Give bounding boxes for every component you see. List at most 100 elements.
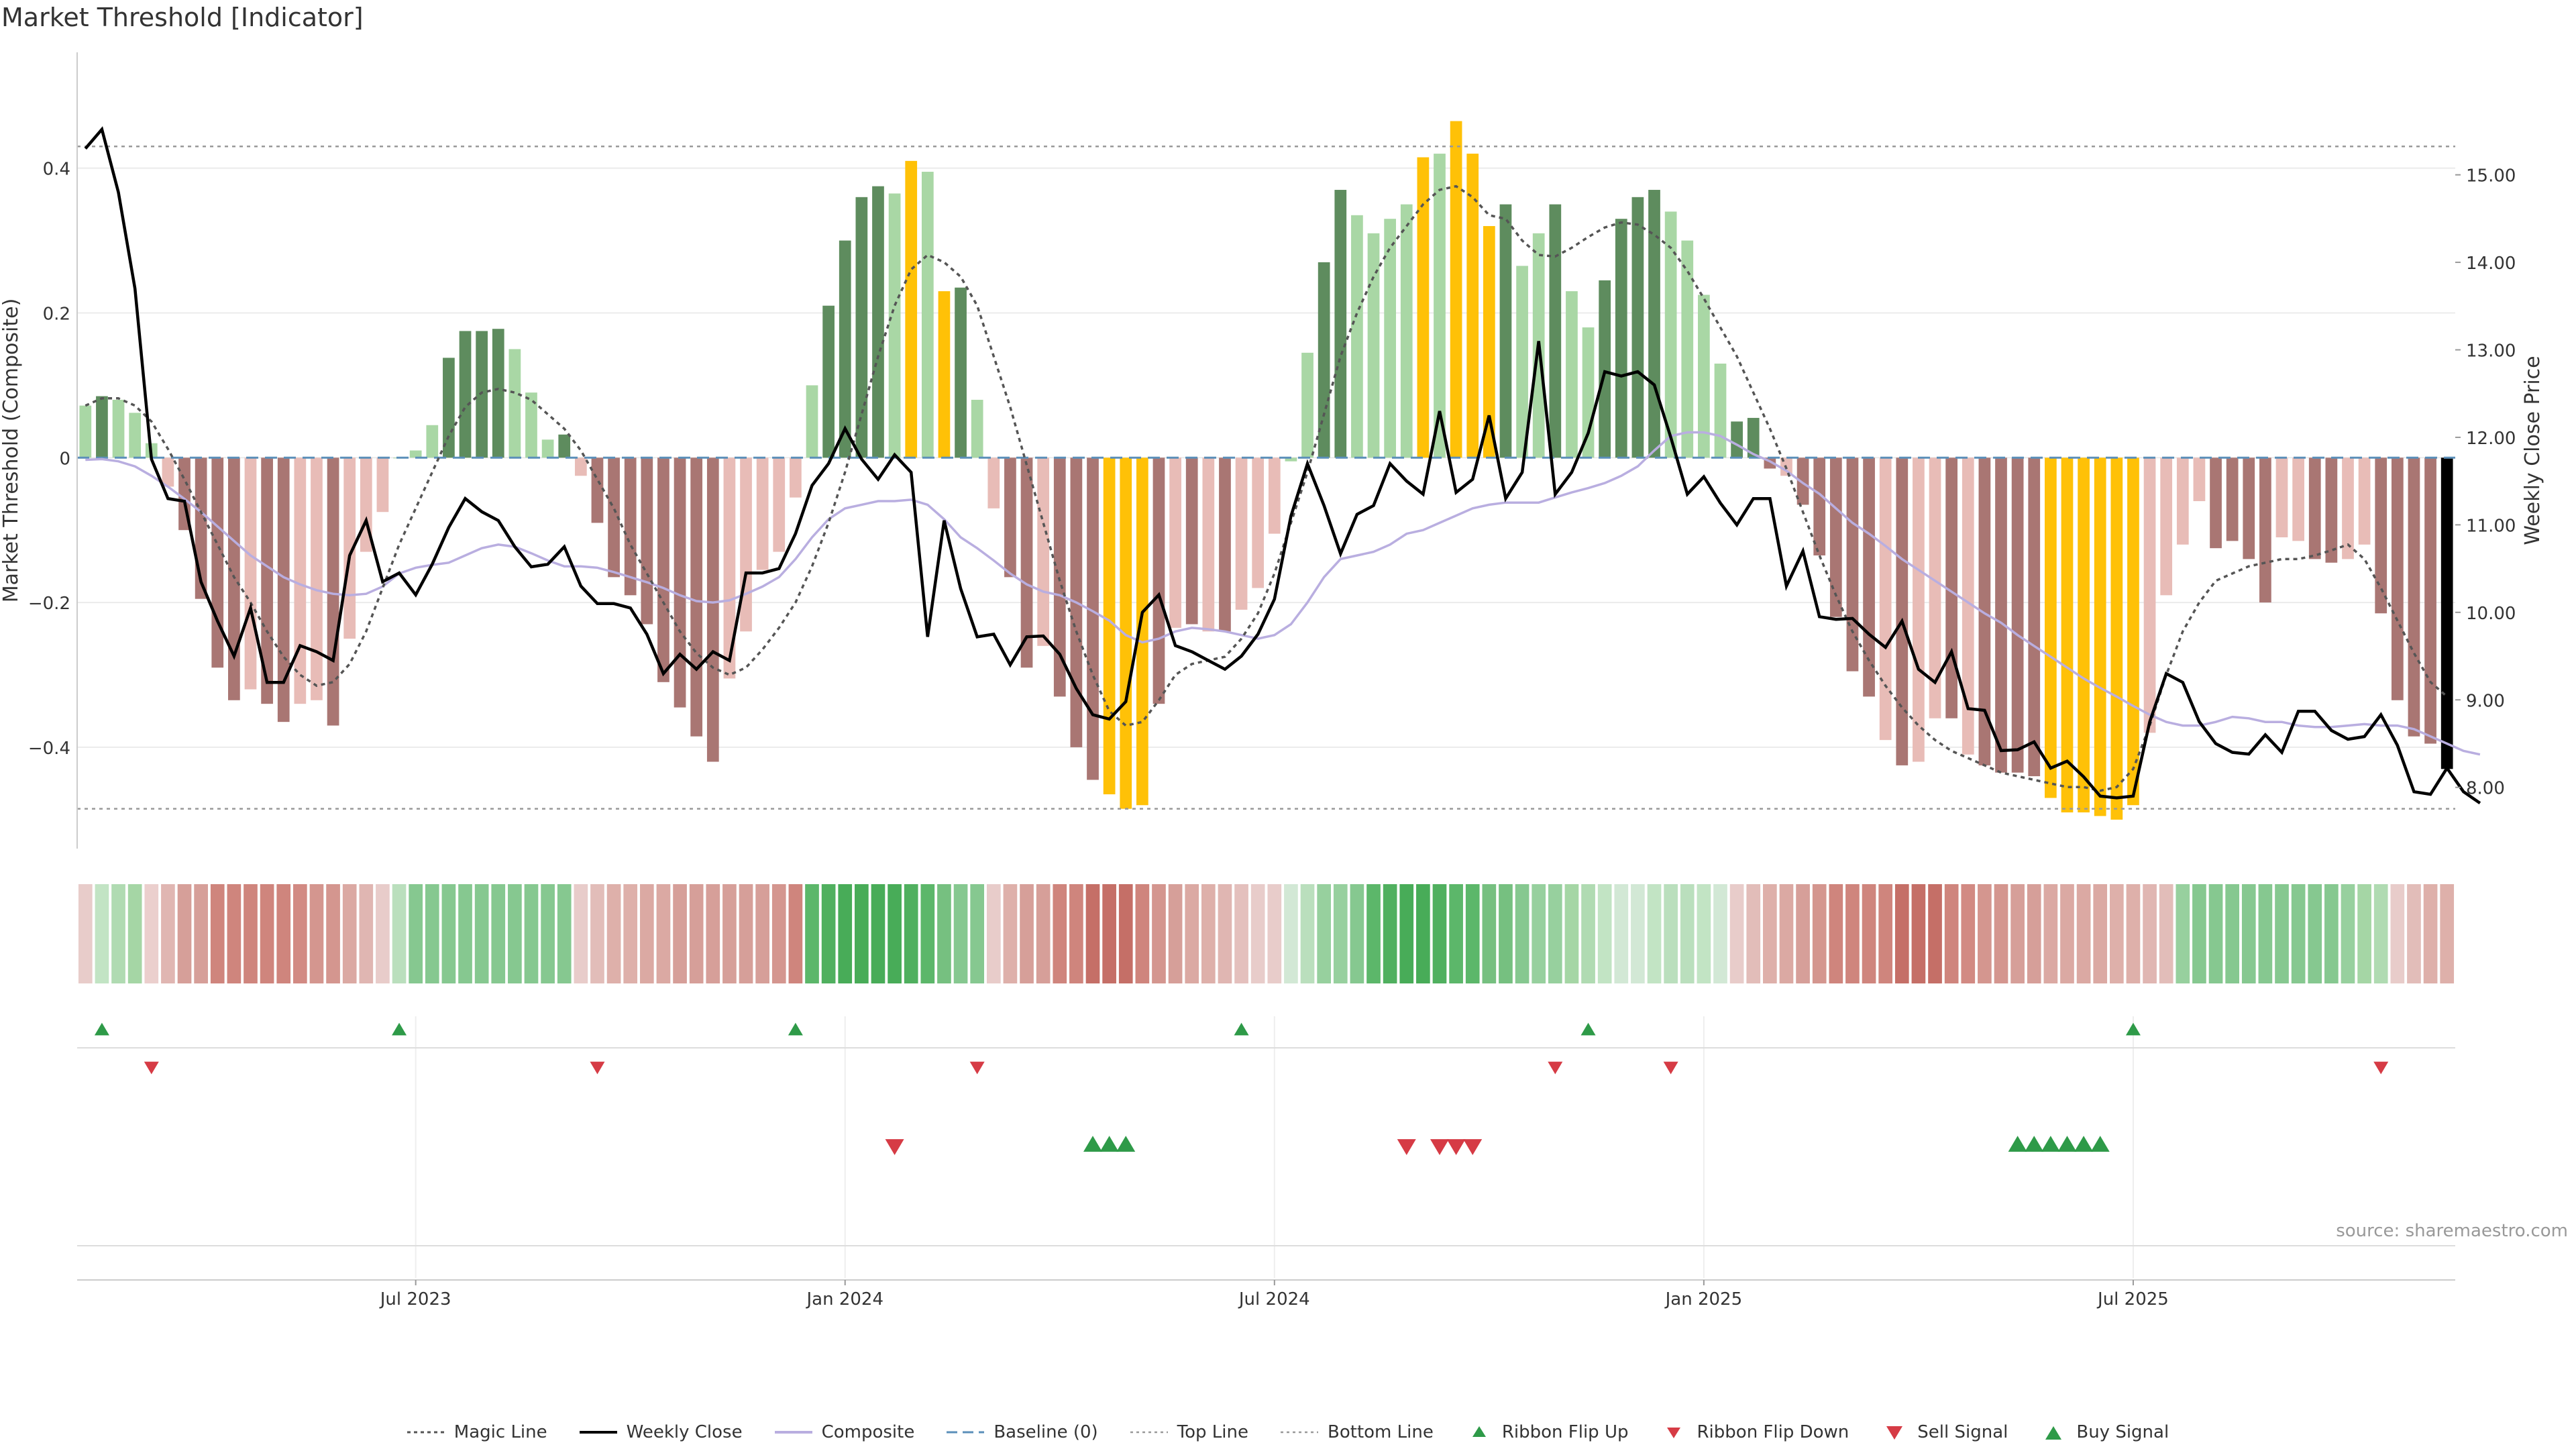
buy-signal-marker <box>2008 1136 2027 1152</box>
ribbon-cell <box>1399 884 1414 983</box>
ribbon-cell <box>855 884 869 983</box>
composite-bar <box>839 240 851 458</box>
ribbon-cell <box>871 884 885 983</box>
composite-bar <box>2094 458 2106 816</box>
legend-swatch-flipup <box>1466 1424 1493 1441</box>
ribbon-cell <box>491 884 506 983</box>
composite-bar <box>690 458 703 737</box>
ribbon-cell <box>276 884 291 983</box>
ribbon-cell <box>2308 884 2322 983</box>
ribbon-cell <box>293 884 307 983</box>
composite-bar <box>1615 219 1627 458</box>
composite-bar <box>1268 458 1281 534</box>
ribbon-cell <box>1862 884 1876 983</box>
ribbon-cell <box>2423 884 2438 983</box>
composite-bar <box>2210 458 2222 549</box>
ribbon-cell <box>1218 884 1232 983</box>
composite-bar <box>1714 364 1727 458</box>
legend-item-baseline: Baseline (0) <box>947 1422 1098 1442</box>
composite-bar <box>443 358 455 458</box>
legend-label: Composite <box>821 1422 915 1442</box>
legend-label: Baseline (0) <box>994 1422 1098 1442</box>
composite-bar <box>2110 458 2123 820</box>
ribbon-cell <box>639 884 654 983</box>
y-tick-label: −0.4 <box>28 739 70 759</box>
y2-tick-label: 11.00 <box>2466 516 2516 536</box>
composite-bar <box>1417 157 1430 458</box>
ribbon-cell <box>177 884 192 983</box>
ribbon-cell <box>2258 884 2273 983</box>
composite-bar <box>2375 458 2387 614</box>
ribbon-cell <box>1350 884 1364 983</box>
y-tick-label: 0.2 <box>43 304 70 324</box>
ribbon-cell <box>1185 884 1199 983</box>
magic-line <box>85 184 2448 792</box>
composite-bar <box>2408 458 2420 737</box>
composite-bar <box>1995 458 2007 773</box>
chart-title: Market Threshold [Indicator] <box>1 3 364 32</box>
composite-bar <box>2440 458 2453 769</box>
composite-bar <box>971 399 983 458</box>
composite-bar <box>641 458 653 625</box>
ribbon-cell <box>2126 884 2141 983</box>
composite-bar <box>1434 154 1446 458</box>
composite-bar <box>657 458 669 682</box>
legend-swatch-magic <box>407 1424 445 1441</box>
ribbon-cell <box>1680 884 1695 983</box>
composite-bar <box>1549 204 1562 458</box>
composite-bar <box>2391 458 2404 700</box>
ribbon-cell <box>1978 884 1992 983</box>
ribbon-cell <box>1878 884 1893 983</box>
ribbon-cell <box>1581 884 1595 983</box>
ribbon-cell <box>2143 884 2157 983</box>
ribbon-cell <box>1152 884 1166 983</box>
ribbon-cell <box>1416 884 1430 983</box>
ribbon-cell <box>557 884 572 983</box>
composite-bar <box>1698 294 1710 458</box>
ribbon-cell <box>590 884 604 983</box>
composite-bar <box>1252 458 1265 588</box>
composite-bar <box>1929 458 1941 718</box>
legend-item-top: Top Line <box>1130 1422 1248 1442</box>
ribbon-cell <box>937 884 951 983</box>
composite-bar <box>1829 458 1842 617</box>
ribbon-cell <box>260 884 274 983</box>
ribbon-flip-up-marker <box>1580 1022 1596 1036</box>
composite-bar <box>1796 458 1809 505</box>
x-tick-label: Jan 2024 <box>805 1289 883 1309</box>
ribbon-cell <box>1284 884 1298 983</box>
composite-bar <box>1747 417 1760 458</box>
ribbon-cell <box>2010 884 2025 983</box>
y2-tick-label: 12.00 <box>2466 429 2516 449</box>
composite-bar <box>624 458 637 596</box>
ribbon-cell <box>574 884 588 983</box>
ribbon-cell <box>227 884 241 983</box>
composite-bar <box>2292 458 2304 541</box>
ribbon-cell <box>1994 884 2008 983</box>
ribbon-cell <box>606 884 621 983</box>
composite-bar <box>1599 280 1611 458</box>
ribbon-cell <box>1829 884 1843 983</box>
ribbon-cell <box>739 884 753 983</box>
ribbon-cell <box>1234 884 1248 983</box>
ribbon-cell <box>524 884 539 983</box>
composite-bar <box>723 458 736 679</box>
composite-bar <box>1962 458 1974 755</box>
ribbon-cell <box>821 884 836 983</box>
buy-signal-marker <box>2057 1136 2077 1152</box>
ribbon-cell <box>2440 884 2455 983</box>
legend-item-buy: Buy Signal <box>2040 1422 2169 1442</box>
ribbon-cell <box>392 884 407 983</box>
legend-label: Ribbon Flip Down <box>1697 1422 1849 1442</box>
legend-swatch-sell <box>1881 1424 1908 1441</box>
composite-bar <box>1483 225 1495 458</box>
composite-bar <box>1202 458 1215 632</box>
ribbon-cell <box>1499 884 1513 983</box>
sell-signal-marker <box>885 1139 904 1155</box>
composite-bar <box>1731 421 1743 458</box>
composite-bar <box>2011 458 2024 773</box>
legend-label: Buy Signal <box>2076 1422 2169 1442</box>
composite-bar <box>1169 458 1181 628</box>
composite-bar <box>2275 458 2288 537</box>
